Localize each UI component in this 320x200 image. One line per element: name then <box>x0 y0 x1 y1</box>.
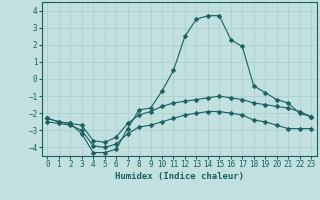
X-axis label: Humidex (Indice chaleur): Humidex (Indice chaleur) <box>115 172 244 181</box>
